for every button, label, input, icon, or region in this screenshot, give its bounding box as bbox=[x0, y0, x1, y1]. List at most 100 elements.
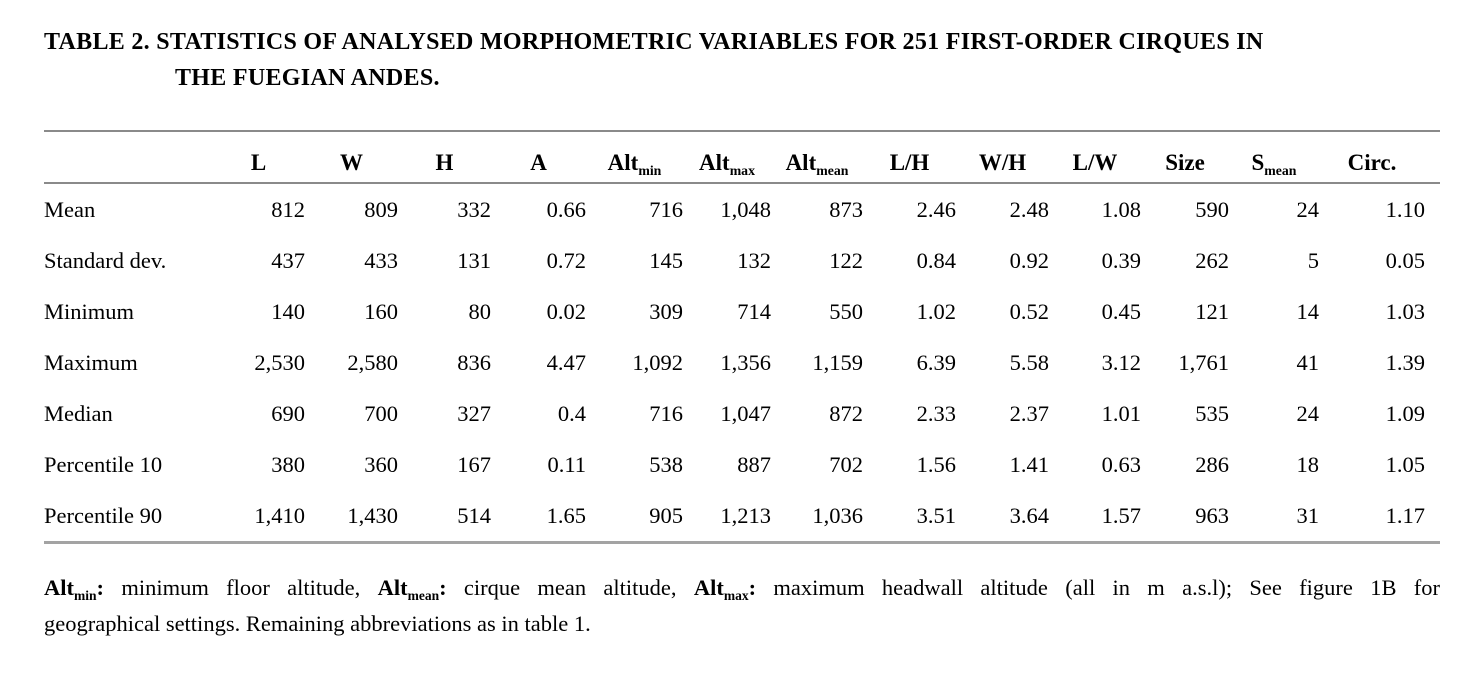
column-header-wh: W/H bbox=[956, 131, 1049, 184]
paper-page: TABLE 2. STATISTICS OF ANALYSED MORPHOME… bbox=[0, 24, 1481, 689]
table-cell: 3.12 bbox=[1101, 349, 1141, 375]
table-cell: 360 bbox=[364, 451, 398, 477]
table-cell: 0.39 bbox=[1101, 247, 1141, 273]
table-cell: 121 bbox=[1195, 298, 1229, 324]
row-label: Median bbox=[44, 400, 113, 426]
statistics-table: L W H A Altmin Altmax Altmean L/H W/H L/W Size Smea… bbox=[44, 130, 1440, 544]
column-header-text: W/H bbox=[978, 150, 1027, 175]
table-cell: 702 bbox=[829, 451, 863, 477]
footnote-subscript: mean bbox=[407, 587, 440, 603]
table-cell: 1.10 bbox=[1385, 196, 1425, 222]
table-cell: 3.51 bbox=[916, 502, 956, 528]
table-cell: 690 bbox=[271, 400, 305, 426]
table-cell: 1.09 bbox=[1385, 400, 1425, 426]
table-cell: 1,410 bbox=[254, 502, 305, 528]
table-cell: 716 bbox=[649, 196, 683, 222]
row-label: Percentile 90 bbox=[44, 502, 163, 528]
table-cell: 145 bbox=[649, 247, 683, 273]
table-cell: 0.52 bbox=[1009, 298, 1049, 324]
table-cell: 2.37 bbox=[1009, 400, 1049, 426]
column-header-subscript: max bbox=[729, 162, 755, 178]
table-cell: 437 bbox=[271, 247, 305, 273]
table-cell: 3.64 bbox=[1009, 502, 1049, 528]
table-cell: 1.57 bbox=[1101, 502, 1141, 528]
table-cell: 41 bbox=[1296, 349, 1320, 375]
row-label-header bbox=[44, 131, 212, 184]
table-cell: 812 bbox=[271, 196, 305, 222]
table-cell: 0.11 bbox=[547, 451, 586, 477]
footnote-text: : bbox=[96, 575, 105, 600]
table-caption-line1: TABLE 2. STATISTICS OF ANALYSED MORPHOME… bbox=[44, 29, 1264, 55]
table-cell: 18 bbox=[1296, 451, 1320, 477]
table-cell: 0.05 bbox=[1385, 247, 1425, 273]
table-cell: 167 bbox=[457, 451, 491, 477]
table-cell: 514 bbox=[457, 502, 491, 528]
table-cell: 80 bbox=[468, 298, 492, 324]
table-cell: 1.05 bbox=[1385, 451, 1425, 477]
table-body: Mean 812 809 332 0.66 716 1,048 873 2.46 2.48 1.08… bbox=[44, 183, 1440, 543]
table-cell: 1,048 bbox=[720, 196, 771, 222]
table-cell: 1,047 bbox=[720, 400, 771, 426]
table-cell: 2.48 bbox=[1009, 196, 1049, 222]
table-cell: 262 bbox=[1195, 247, 1229, 273]
column-header-text: S bbox=[1251, 150, 1265, 175]
column-header-h: H bbox=[398, 131, 491, 184]
column-header-circ: Circ. bbox=[1319, 131, 1440, 184]
table-cell: 0.84 bbox=[916, 247, 956, 273]
table-cell: 1,092 bbox=[632, 349, 683, 375]
footnote-text: minimum floor altitude, bbox=[104, 575, 378, 600]
table-row: Percentile 90 1,410 1,430 514 1.65 905 1,213 1,… bbox=[44, 490, 1440, 543]
footnote-line-1: Altmin: minimum floor altitude, Altmean:… bbox=[44, 571, 1440, 607]
table-cell: 24 bbox=[1296, 400, 1320, 426]
table-cell: 327 bbox=[457, 400, 491, 426]
column-header-subscript: mean bbox=[1264, 162, 1297, 178]
table-cell: 0.4 bbox=[557, 400, 586, 426]
table-cell: 131 bbox=[457, 247, 491, 273]
table-cell: 122 bbox=[829, 247, 863, 273]
table-row: Maximum 2,530 2,580 836 4.47 1,092 1,356 1,159 6… bbox=[44, 337, 1440, 388]
column-header-lw: L/W bbox=[1049, 131, 1141, 184]
table-cell: 1.65 bbox=[546, 502, 586, 528]
table-header: L W H A Altmin Altmax Altmean L/H W/H L/W Size Smea… bbox=[44, 131, 1440, 184]
table-cell: 132 bbox=[737, 247, 771, 273]
table-cell: 1.39 bbox=[1385, 349, 1425, 375]
table-cell: 873 bbox=[829, 196, 863, 222]
table-cell: 160 bbox=[364, 298, 398, 324]
table-cell: 963 bbox=[1195, 502, 1229, 528]
table-footnote: Altmin: minimum floor altitude, Altmean:… bbox=[44, 571, 1440, 640]
table-cell: 0.66 bbox=[546, 196, 586, 222]
footnote-text: maximum headwall altitude (all in m a.s.… bbox=[756, 575, 1440, 600]
table-cell: 809 bbox=[364, 196, 398, 222]
footnote-line-2: geographical settings. Remaining abbrevi… bbox=[44, 607, 1440, 640]
table-caption-line2: THE FUEGIAN ANDES. bbox=[175, 65, 440, 91]
table-cell: 550 bbox=[829, 298, 863, 324]
table-cell: 2,580 bbox=[347, 349, 398, 375]
table-cell: 433 bbox=[364, 247, 398, 273]
column-header-l: L bbox=[212, 131, 305, 184]
column-header-lh: L/H bbox=[863, 131, 956, 184]
table-cell: 1,430 bbox=[347, 502, 398, 528]
row-label: Mean bbox=[44, 196, 96, 222]
row-label: Minimum bbox=[44, 298, 135, 324]
column-header-text: Alt bbox=[607, 150, 639, 175]
table-cell: 714 bbox=[737, 298, 771, 324]
table-cell: 590 bbox=[1195, 196, 1229, 222]
footnote-text: Alt bbox=[693, 575, 724, 600]
column-header-text: L/W bbox=[1072, 150, 1118, 175]
table-cell: 2.46 bbox=[916, 196, 956, 222]
table-cell: 309 bbox=[649, 298, 683, 324]
row-label: Maximum bbox=[44, 349, 138, 375]
table-header-row: L W H A Altmin Altmax Altmean L/H W/H L/W Size Smea… bbox=[44, 131, 1440, 184]
table-cell: 1.17 bbox=[1385, 502, 1425, 528]
column-header-a: A bbox=[491, 131, 586, 184]
table-cell: 1,356 bbox=[720, 349, 771, 375]
column-header-text: Alt bbox=[785, 150, 817, 175]
table-cell: 538 bbox=[649, 451, 683, 477]
column-header-text: W bbox=[340, 150, 363, 175]
column-header-text: L/H bbox=[889, 150, 930, 175]
column-header-text: L bbox=[250, 150, 267, 175]
column-header-subscript: mean bbox=[816, 162, 849, 178]
table-cell: 535 bbox=[1195, 400, 1229, 426]
footnote-text: cirque mean altitude, bbox=[446, 575, 694, 600]
column-header-w: W bbox=[305, 131, 398, 184]
